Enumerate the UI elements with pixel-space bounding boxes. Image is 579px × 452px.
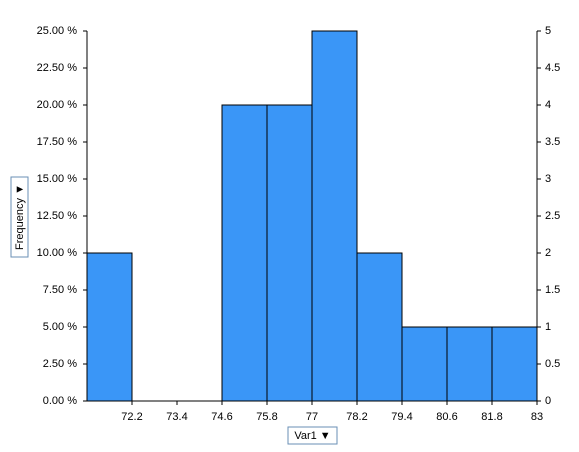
y-axis-label[interactable]: Frequency ▼ — [14, 184, 26, 250]
y-tick-label: 0.00 % — [43, 395, 77, 407]
y2-tick-label: 5 — [545, 25, 551, 37]
y-tick-label: 12.50 % — [37, 210, 78, 222]
y-tick-label: 17.50 % — [37, 136, 78, 148]
y2-tick-label: 1 — [545, 321, 551, 333]
y-tick-label: 10.00 % — [37, 247, 78, 259]
y-tick-label: 22.50 % — [37, 62, 78, 74]
y2-tick-label: 3 — [545, 173, 551, 185]
x-axis-label[interactable]: Var1 ▼ — [294, 430, 330, 442]
bar — [491, 326, 538, 402]
y-tick-label: 15.00 % — [37, 173, 78, 185]
bar — [446, 326, 493, 402]
x-tick-label: 79.4 — [391, 411, 412, 423]
y-tick-label: 5.00 % — [43, 321, 77, 333]
x-tick-label: 81.8 — [481, 411, 502, 423]
bar — [401, 326, 448, 402]
x-tick-label: 83 — [531, 411, 543, 423]
y-tick-label: 20.00 % — [37, 99, 78, 111]
x-tick-label: 77 — [306, 411, 318, 423]
y-tick-label: 2.50 % — [43, 358, 77, 370]
x-tick-label: 80.6 — [436, 411, 457, 423]
bar — [311, 30, 358, 402]
y-tick-label: 7.50 % — [43, 284, 77, 296]
bar — [86, 252, 133, 402]
bar — [266, 104, 313, 402]
y2-tick-label: 2 — [545, 247, 551, 259]
x-tick-label: 72.2 — [121, 411, 142, 423]
x-tick-label: 74.6 — [211, 411, 232, 423]
y2-tick-label: 0 — [545, 395, 551, 407]
y2-tick-label: 1.5 — [545, 284, 560, 296]
y2-tick-label: 2.5 — [545, 210, 560, 222]
bar — [221, 104, 268, 402]
x-axis-dropdown[interactable] — [287, 426, 338, 445]
x-tick-label: 75.8 — [256, 411, 277, 423]
y2-tick-label: 4 — [545, 99, 551, 111]
x-tick-label: 78.2 — [346, 411, 367, 423]
bar — [356, 252, 403, 402]
y-tick-label: 25.00 % — [37, 25, 78, 37]
y-axis-dropdown[interactable] — [10, 176, 29, 258]
y2-tick-label: 4.5 — [545, 62, 560, 74]
x-tick-label: 73.4 — [166, 411, 187, 423]
y2-tick-label: 0.5 — [545, 358, 560, 370]
y2-tick-label: 3.5 — [545, 136, 560, 148]
